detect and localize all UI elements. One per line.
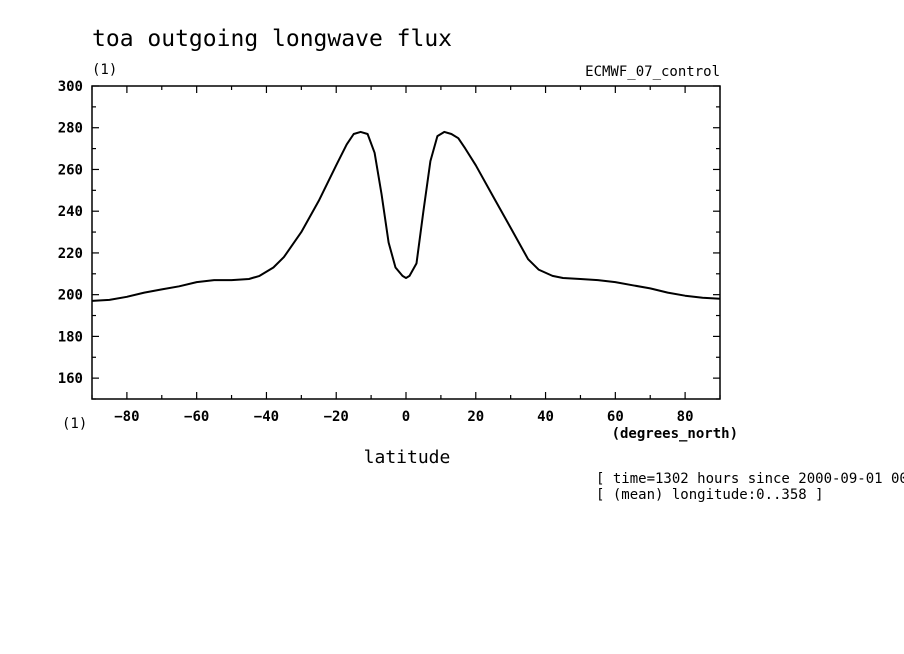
x-tick-label: 60	[607, 409, 624, 425]
x-tick-label: 20	[467, 409, 484, 425]
x-axis-units: (degrees_north)	[612, 426, 738, 442]
y-tick-label: 240	[58, 204, 83, 220]
x-tick-label: −40	[254, 409, 279, 425]
annotation-time: [ time=1302 hours since 2000-09-01 00:	[596, 471, 904, 487]
y-tick-label: 200	[58, 288, 83, 304]
x-tick-label: 80	[677, 409, 694, 425]
x-tick-label: 0	[402, 409, 410, 425]
x-tick-labels: −80 −60 −40 −20 0 20 40 60 80	[114, 409, 693, 425]
y-tick-label: 280	[58, 121, 83, 137]
x-tick-label: 40	[537, 409, 554, 425]
x-axis-label: latitude	[364, 447, 451, 468]
y-units-label: (1)	[92, 62, 117, 78]
axis-ticks	[91, 85, 721, 400]
y-tick-label: 300	[58, 79, 83, 95]
series-line-flux	[91, 130, 721, 302]
annotation-longitude: [ (mean) longitude:0..358 ]	[596, 487, 824, 503]
x-tick-label: −60	[184, 409, 209, 425]
y-tick-labels: 160 180 200 220 240 260 280 300	[58, 79, 83, 387]
x-tick-label: −80	[114, 409, 139, 425]
y-tick-label: 220	[58, 246, 83, 262]
y-tick-label: 160	[58, 371, 83, 387]
x-tick-label: −20	[324, 409, 349, 425]
x-units-label: (1)	[62, 416, 87, 432]
chart-title: toa outgoing longwave flux	[92, 26, 452, 52]
y-tick-label: 180	[58, 329, 83, 345]
y-tick-label: 260	[58, 162, 83, 178]
dataset-label: ECMWF_07_control	[585, 64, 720, 80]
